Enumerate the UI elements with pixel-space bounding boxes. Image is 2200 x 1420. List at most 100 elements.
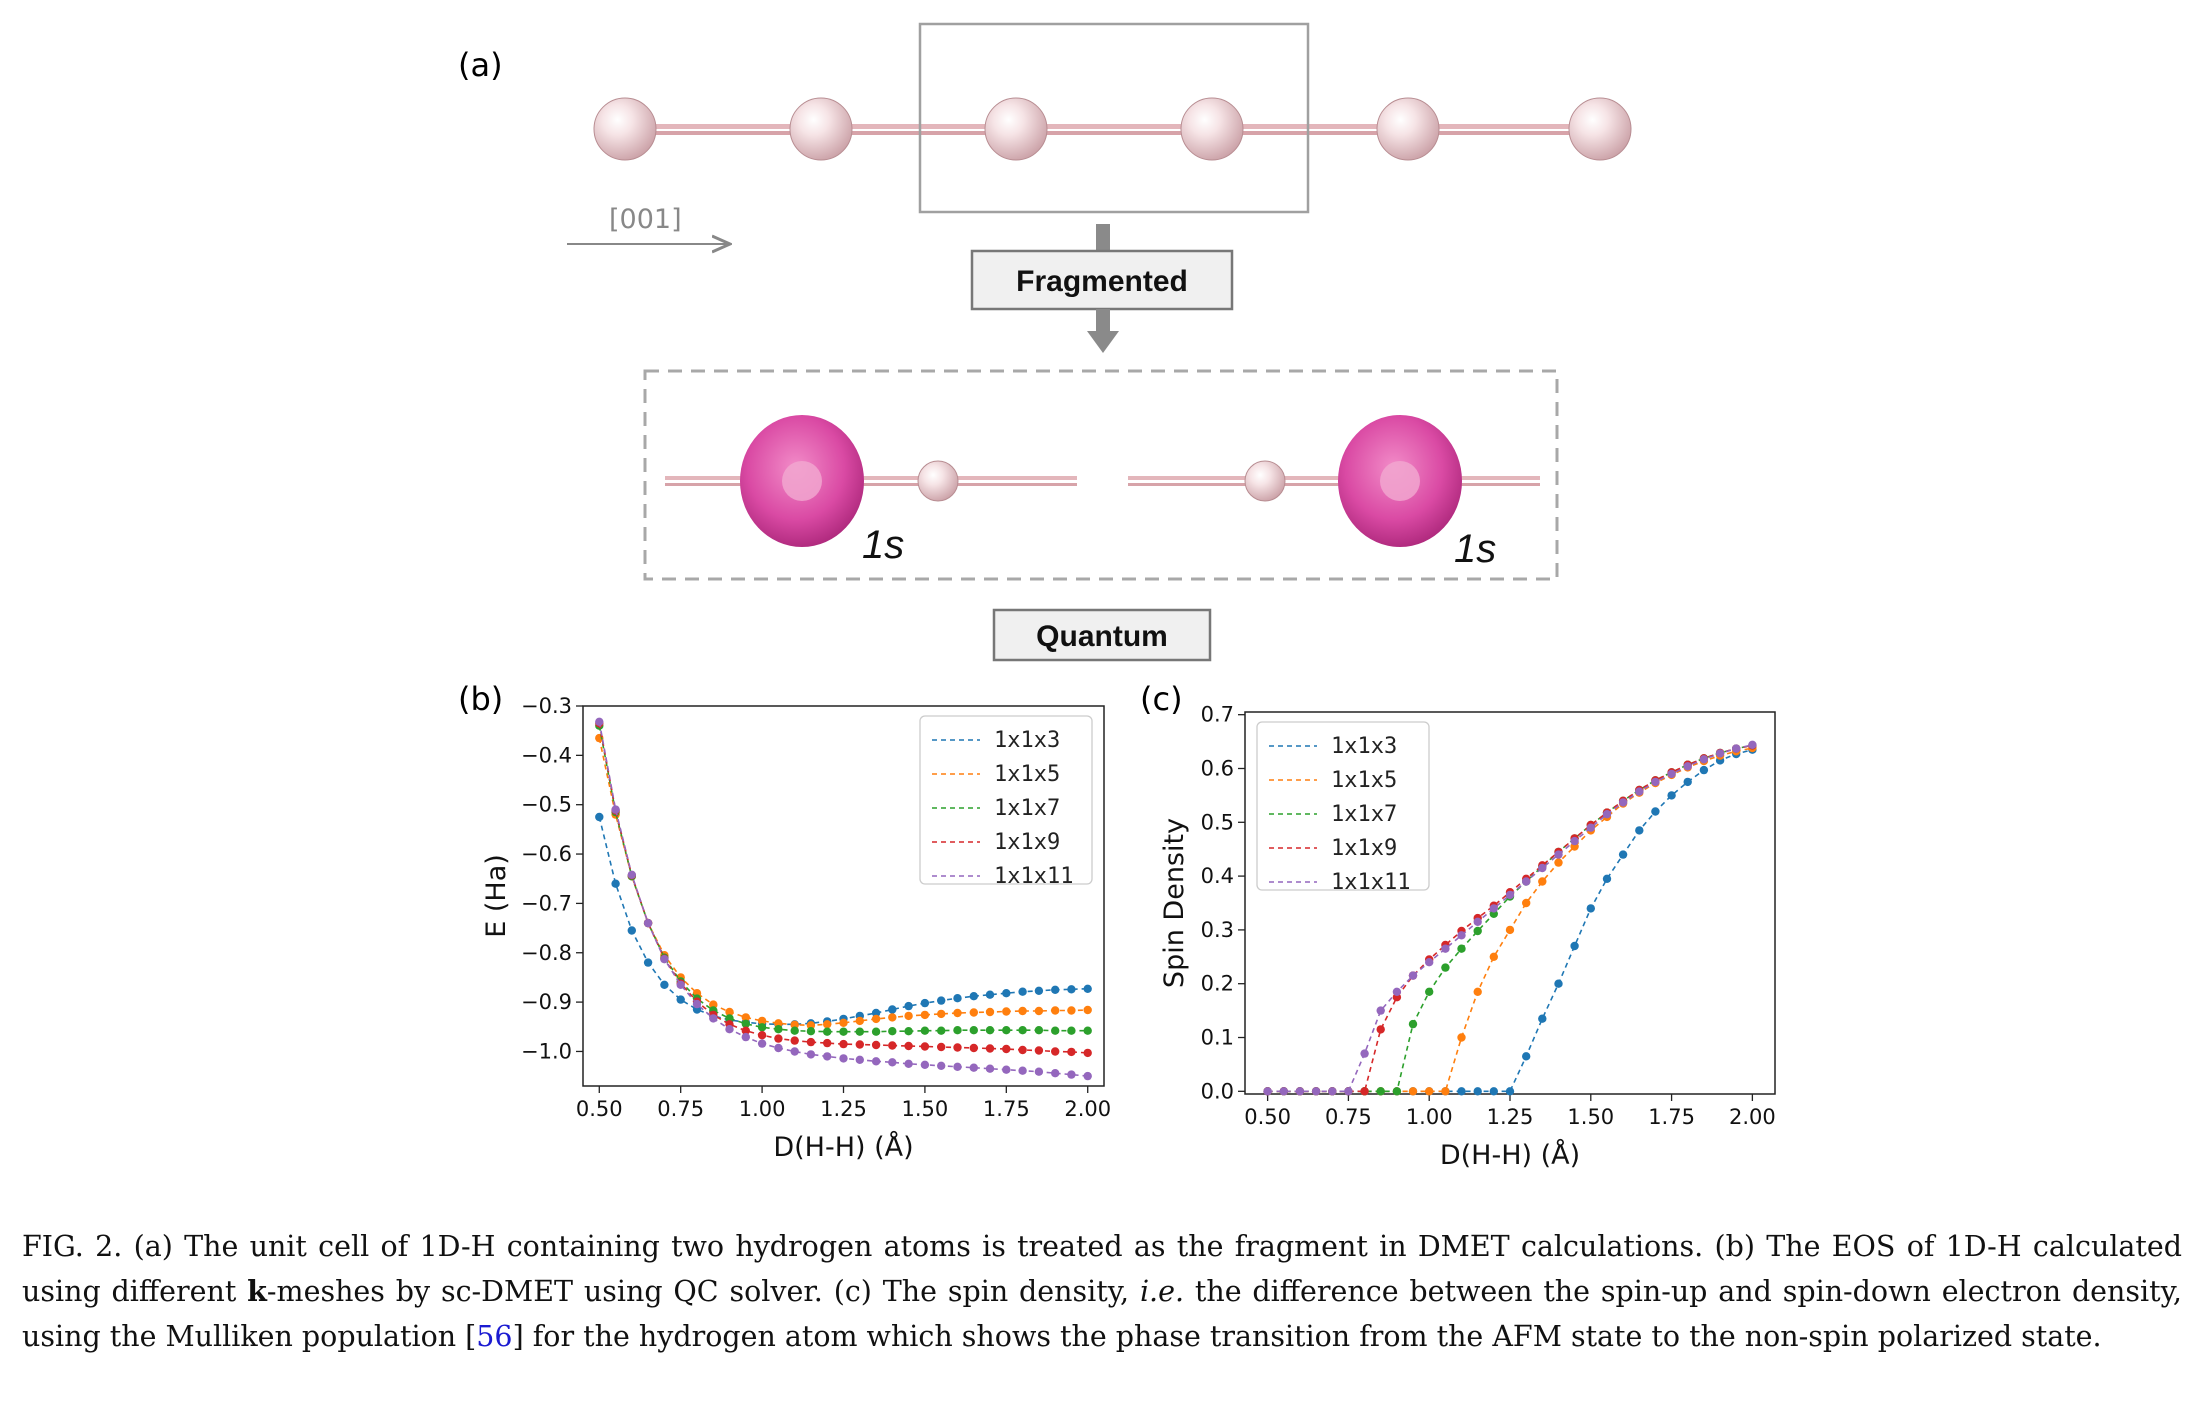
data-point: [1083, 1071, 1092, 1081]
h-atom-frag-4: [1380, 461, 1420, 501]
data-point: [904, 1041, 913, 1051]
fragment-right: 1s: [1128, 415, 1540, 571]
caption-text-2: -meshes by sc-DMET using QC solver. (c) …: [266, 1275, 1140, 1308]
data-point: [1408, 971, 1418, 980]
h-atom-5: [1376, 97, 1440, 161]
data-point: [1554, 850, 1563, 859]
data-point: [1489, 1087, 1499, 1096]
data-point: [1034, 1006, 1044, 1016]
data-point: [823, 1038, 832, 1048]
y-tick-label: 0.6: [1201, 756, 1234, 780]
data-point: [1651, 807, 1660, 816]
data-point: [1538, 863, 1547, 873]
data-point: [676, 980, 685, 989]
fragment-box: [643, 369, 1559, 581]
orbital-label-right: 1s: [1454, 527, 1496, 571]
x-tick-label: 0.50: [1244, 1105, 1291, 1129]
data-point: [937, 996, 946, 1005]
y-tick-label: −0.3: [521, 694, 572, 718]
data-point: [1489, 952, 1499, 961]
axes-c: 0.50 0.75 1.00 1.25 1.50 1.75 2.00 0.0 0.1 0.2 0.3…: [1201, 703, 1776, 1129]
data-point: [1425, 958, 1434, 967]
x-tick-label: 1.00: [1406, 1105, 1453, 1129]
data-point: [1522, 898, 1531, 908]
data-point: [871, 1057, 881, 1066]
x-tick-label: 1.25: [1487, 1105, 1534, 1129]
series-1x1x11: [1263, 740, 1757, 1096]
caption-text-3: the difference between the spin-up and s…: [22, 1275, 2182, 1353]
h-atom-frag-3: [1244, 460, 1286, 502]
data-point: [937, 1042, 946, 1052]
legend-entry: 1x1x7: [1331, 802, 1397, 827]
data-point: [1732, 744, 1741, 753]
data-point: [595, 717, 604, 726]
data-point: [725, 1025, 734, 1034]
bond-lower: [625, 131, 1600, 135]
legend-entry: 1x1x11: [1331, 870, 1410, 895]
h-atom-3: [984, 97, 1048, 161]
x-tick-label: 1.50: [1567, 1105, 1614, 1129]
data-point: [1328, 1087, 1337, 1096]
data-point: [806, 1050, 816, 1059]
data-point: [969, 1063, 978, 1072]
data-point: [1635, 787, 1644, 796]
data-point: [855, 1016, 864, 1026]
data-point: [953, 1062, 962, 1072]
data-point: [1360, 1049, 1369, 1058]
data-point: [1376, 1006, 1385, 1015]
data-point: [741, 1032, 750, 1042]
arrow-to-fragment: [1087, 309, 1119, 353]
data-point: [1522, 877, 1531, 886]
y-tick-label: 0.0: [1201, 1079, 1234, 1103]
legend-entry: 1x1x5: [1331, 768, 1397, 793]
y-tick-label: −0.4: [521, 743, 572, 767]
data-point: [1002, 1044, 1011, 1054]
legend-entry: 1x1x5: [994, 762, 1060, 787]
legend-entry: 1x1x9: [1331, 836, 1397, 861]
data-point: [937, 1061, 946, 1071]
y-tick-label: 0.7: [1201, 703, 1234, 727]
axes-b: 0.50 0.75 1.00 1.25 1.50 1.75 2.00 −0.3 −0.4 −0.5…: [521, 694, 1111, 1121]
data-point: [1538, 1014, 1547, 1023]
caption-reference-link[interactable]: 56: [476, 1320, 513, 1353]
data-point: [985, 1064, 995, 1073]
data-point: [839, 1054, 848, 1063]
data-point: [1392, 987, 1402, 996]
data-point: [643, 958, 653, 967]
data-point: [1425, 1087, 1434, 1096]
data-point: [953, 994, 962, 1003]
chain-bonds: [625, 124, 1600, 135]
data-point: [757, 1023, 767, 1032]
data-point: [969, 1043, 978, 1053]
data-point: [806, 1021, 816, 1030]
caption-text-1: (a) The unit cell of 1D-H containing two…: [22, 1230, 2182, 1308]
data-point: [1441, 1087, 1450, 1096]
data-point: [1554, 858, 1563, 867]
y-tick-label: −1.0: [521, 1039, 572, 1063]
quantum-box: [992, 608, 1212, 662]
data-point: [1067, 1006, 1076, 1015]
data-point: [790, 1020, 799, 1029]
data-point: [823, 1027, 832, 1036]
data-point: [1522, 1052, 1531, 1061]
data-point: [1683, 777, 1692, 787]
caption-bold-k: k: [247, 1274, 267, 1308]
data-point: [774, 1034, 783, 1043]
data-point: [855, 1055, 864, 1065]
data-point: [1505, 925, 1515, 935]
data-point: [1034, 1046, 1044, 1055]
data-point: [611, 805, 620, 814]
data-point: [985, 1007, 995, 1017]
data-point: [969, 1008, 978, 1017]
data-point: [757, 1039, 767, 1048]
data-point: [1505, 890, 1515, 900]
data-point: [969, 992, 978, 1001]
y-axis-label-b: E (Ha): [481, 854, 512, 938]
data-point: [1489, 904, 1499, 913]
data-point: [920, 998, 930, 1008]
data-point: [904, 1001, 913, 1011]
data-point: [888, 1013, 897, 1022]
data-point: [1034, 1026, 1044, 1035]
data-point: [1408, 1087, 1418, 1096]
y-tick-label: 0.5: [1201, 810, 1234, 834]
